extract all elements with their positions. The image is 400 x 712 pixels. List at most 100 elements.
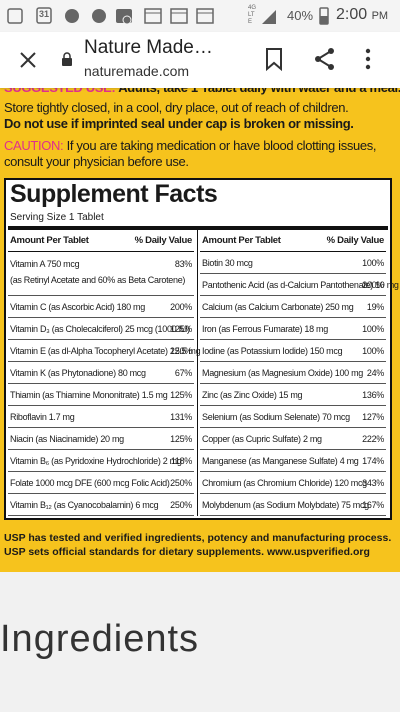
nutrient-row: Riboflavin 1.7 mg 131%	[8, 406, 194, 428]
caution-heading: CAUTION:	[4, 138, 64, 153]
nutrient-name: Magnesium (as Magnesium Oxide) 100 mg	[202, 368, 363, 378]
time: 2:00	[336, 6, 368, 23]
nutrient-row: Vitamin E (as dl-Alpha Tocopheryl Acetat…	[8, 340, 201, 362]
column-header: Amount Per Tablet % Daily Value	[200, 230, 386, 252]
nutrient-row: Molybdenum (as Sodium Molybdate) 75 mcg 1…	[200, 494, 386, 516]
nutrient-name: Vitamin A 750 mcg	[10, 259, 80, 269]
nutrient-name: Thiamin (as Thiamine Mononitrate) 1.5 mg	[10, 390, 168, 400]
seal-warning: Do not use if imprinted seal under cap i…	[4, 116, 354, 131]
daily-value: 136%	[362, 390, 384, 400]
usp-line1: USP has tested and verified ingredients,…	[4, 532, 392, 544]
nutrient-name: Zinc (as Zinc Oxide) 15 mg	[202, 390, 303, 400]
daily-value: 83%	[174, 259, 192, 269]
daily-value: 167%	[362, 500, 384, 510]
daily-value: 125%	[170, 434, 192, 444]
nutrient-row: Vitamin B₆ (as Pyridoxine Hydrochloride)…	[8, 450, 194, 472]
supplement-facts: Supplement Facts Serving Size 1 Tablet A…	[4, 178, 399, 520]
nutrient-row: Vitamin C (as Ascorbic Acid) 180 mg 200%	[8, 296, 194, 318]
nutrient-row: Manganese (as Manganese Sulfate) 4 mg 174…	[200, 450, 386, 472]
daily-value: 19%	[366, 302, 384, 312]
caution: CAUTION: If you are taking medication or…	[4, 138, 390, 170]
usp-link[interactable]: www.uspverified.org	[266, 546, 370, 558]
nutrient-name: Biotin 30 mcg	[202, 258, 253, 268]
nutrient-name: Folate 1000 mcg DFE (600 mcg Folic Acid)	[10, 478, 170, 488]
nutrient-name: Riboflavin 1.7 mg	[10, 412, 75, 422]
nutrient-row: Selenium (as Sodium Selenate) 70 mcg 127%	[200, 406, 386, 428]
nutrient-row: Copper (as Cupric Sulfate) 2 mg 222%	[200, 428, 386, 450]
column-header: Amount Per Tablet % Daily Value	[8, 230, 194, 252]
section-heading: Ingredients	[0, 618, 200, 660]
nutrient-name: Vitamin D₃ (as Cholecalciferol) 25 mcg (…	[10, 324, 190, 334]
clock: 2:00 PM	[336, 6, 388, 24]
nutrient-row: Folate 1000 mcg DFE (600 mcg Folic Acid)…	[8, 472, 194, 494]
daily-value: 100%	[362, 258, 384, 268]
bookmark-button[interactable]	[262, 46, 286, 72]
battery-level: 40%	[287, 8, 314, 23]
lock-icon	[62, 52, 72, 66]
nutrient-name: Molybdenum (as Sodium Molybdate) 75 mcg	[202, 500, 369, 510]
nutrient-row: Pantothenic Acid (as d-Calcium Pantothen…	[200, 274, 399, 296]
nutrient-name: Vitamin C (as Ascorbic Acid) 180 mg	[10, 302, 145, 312]
daily-value: 125%	[170, 390, 192, 400]
nutrient-detail: (as Retinyl Acetate and 60% as Beta Caro…	[10, 275, 186, 285]
page-title: Nature Made…	[84, 37, 213, 58]
daily-value: 200%	[362, 280, 384, 290]
nutrient-name: Iron (as Ferrous Fumarate) 18 mg	[202, 324, 328, 334]
nutrient-name: Calcium (as Calcium Carbonate) 250 mg	[202, 302, 354, 312]
nutrient-row: Niacin (as Niacinamide) 20 mg 125%	[8, 428, 194, 450]
nutrient-row: Vitamin A 750 mcg (as Retinyl Acetate and…	[8, 252, 194, 296]
nutrient-name: Pantothenic Acid (as d-Calcium Pantothen…	[202, 280, 399, 290]
daily-value: 250%	[170, 478, 192, 488]
share-button[interactable]	[312, 46, 338, 72]
amount-header: Amount Per Tablet	[10, 235, 89, 246]
nutrient-name: Vitamin K (as Phytonadione) 80 mcg	[10, 368, 146, 378]
nutrient-row: Chromium (as Chromium Chloride) 120 mcg 3…	[200, 472, 386, 494]
nutrient-name: Vitamin B₁₂ (as Cyanocobalamin) 6 mcg	[10, 500, 159, 510]
daily-value: 127%	[362, 412, 384, 422]
daily-value: 222%	[362, 434, 384, 444]
time-period: PM	[371, 10, 389, 22]
menu-button[interactable]	[362, 46, 374, 72]
serving-size: Serving Size 1 Tablet	[10, 212, 104, 223]
nutrient-row: Thiamin (as Thiamine Mononitrate) 1.5 mg…	[8, 384, 194, 406]
daily-value: 150%	[170, 346, 192, 356]
close-button[interactable]	[16, 48, 40, 72]
thick-rule	[8, 226, 388, 230]
nutrient-name: Selenium (as Sodium Selenate) 70 mcg	[202, 412, 350, 422]
nutrient-row: Iron (as Ferrous Fumarate) 18 mg 100%	[200, 318, 386, 340]
daily-value: 67%	[174, 368, 192, 378]
nutrient-row: Calcium (as Calcium Carbonate) 250 mg 19%	[200, 296, 386, 318]
network-type: 4G LTE	[248, 5, 257, 25]
usp-text: USP sets official standards for dietary …	[4, 546, 265, 558]
nutrient-row: Vitamin D₃ (as Cholecalciferol) 25 mcg (…	[8, 318, 194, 340]
status-icons	[7, 7, 214, 25]
calendar-day: 31	[38, 9, 49, 19]
browser-toolbar: Nature Made… naturemade.com	[0, 32, 400, 88]
battery-icon	[319, 7, 329, 25]
nutrient-row: Biotin 30 mcg 100%	[200, 252, 386, 274]
daily-value: 100%	[362, 346, 384, 356]
daily-value: 343%	[362, 478, 384, 488]
storage-text: Store tightly closed, in a cool, dry pla…	[4, 100, 349, 115]
column-divider	[197, 230, 198, 516]
dv-header: % Daily Value	[326, 235, 385, 246]
nutrient-row: Magnesium (as Magnesium Oxide) 100 mg 24%	[200, 362, 386, 384]
status-bar: 31 4G LTE 40% 2:00 PM	[0, 0, 400, 32]
nutrient-row: Iodine (as Potassium Iodide) 150 mcg 100%	[200, 340, 386, 362]
nutrient-row: Vitamin B₁₂ (as Cyanocobalamin) 6 mcg 250…	[8, 494, 194, 516]
nutrient-name: Vitamin E (as dl-Alpha Tocopheryl Acetat…	[10, 346, 201, 356]
caution-text: If you are taking medication or have blo…	[4, 138, 377, 169]
nutrient-name: Iodine (as Potassium Iodide) 150 mcg	[202, 346, 343, 356]
page-url: naturemade.com	[84, 63, 190, 79]
amount-header: Amount Per Tablet	[202, 235, 281, 246]
nutrient-name: Niacin (as Niacinamide) 20 mg	[10, 434, 124, 444]
daily-value: 174%	[362, 456, 384, 466]
daily-value: 118%	[170, 456, 192, 466]
daily-value: 125%	[170, 324, 192, 334]
daily-value: 100%	[362, 324, 384, 334]
daily-value: 24%	[366, 368, 384, 378]
dv-header: % Daily Value	[134, 235, 193, 246]
daily-value: 131%	[170, 412, 192, 422]
nutrient-row: Zinc (as Zinc Oxide) 15 mg 136%	[200, 384, 386, 406]
